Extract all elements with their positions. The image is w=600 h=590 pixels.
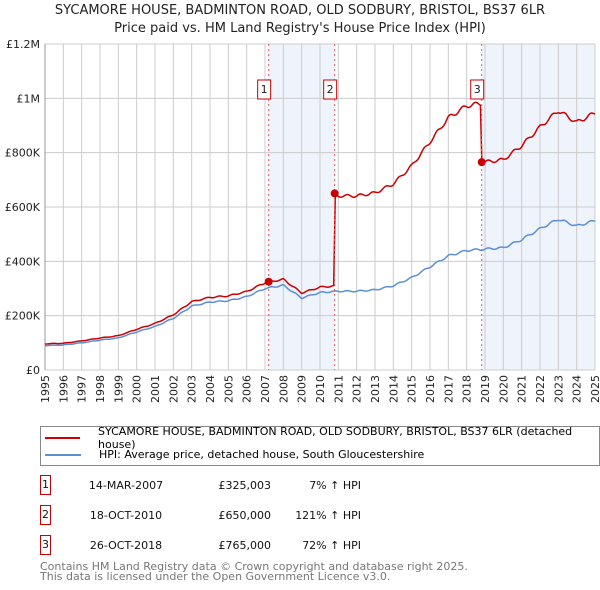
- x-tick-label: 2021: [516, 375, 529, 403]
- y-tick-label: £1.2M: [6, 38, 40, 51]
- sale-price: £650,000: [218, 509, 272, 522]
- footer-line: This data is licensed under the Open Gov…: [40, 570, 391, 583]
- footer: Contains HM Land Registry data © Crown c…: [40, 560, 468, 583]
- x-tick-label: 2007: [259, 375, 272, 403]
- x-tick-label: 2017: [442, 375, 455, 403]
- x-tick-label: 2015: [406, 375, 419, 403]
- x-tick-label: 1998: [94, 375, 107, 403]
- x-tick-label: 2012: [351, 375, 364, 403]
- x-tick-label: 2016: [424, 375, 437, 403]
- sale-point: [264, 277, 273, 286]
- hpi-line: [45, 219, 596, 347]
- y-tick-label: £0: [26, 364, 40, 377]
- legend-label: SYCAMORE HOUSE, BADMINTON ROAD, OLD SODB…: [98, 424, 573, 451]
- x-tick-label: 2020: [497, 375, 510, 403]
- plot-area: 1995 1996 1997 1998 1999 2000 2001 2002 2003 2004…: [5, 38, 600, 403]
- sale-number: 2: [40, 505, 51, 525]
- sale-number: 3: [40, 535, 51, 555]
- x-tick-label: 2001: [149, 375, 162, 403]
- x-tick-label: 2009: [296, 375, 309, 403]
- sale-label-box: [323, 79, 338, 100]
- sale-number: 1: [40, 475, 51, 495]
- x-tick-label: 2011: [332, 375, 345, 403]
- sale-label: 1: [261, 83, 268, 96]
- y-tick-label: £400K: [5, 255, 41, 268]
- legend-swatch: [45, 453, 81, 456]
- x-tick-label: 2024: [571, 375, 584, 403]
- sale-hpi-change: 72% ↑ HPI: [302, 539, 361, 552]
- x-tick-label: 1999: [112, 375, 125, 403]
- sale-date: 26-OCT-2018: [89, 539, 163, 552]
- sale-label: 2: [327, 83, 334, 96]
- x-tick-label: 2013: [369, 375, 382, 403]
- sale-date: 18-OCT-2010: [89, 509, 163, 522]
- sale-price: £765,000: [218, 539, 272, 552]
- legend-label: HPI: Average price, detached house, Sout…: [99, 448, 425, 461]
- sale-point: [330, 189, 339, 198]
- sale-hpi-change: 7% ↑ HPI: [309, 479, 361, 492]
- y-tick-label: £800K: [5, 147, 41, 160]
- x-tick-label: 2005: [222, 375, 235, 403]
- legend-item-property: SYCAMORE HOUSE, BADMINTON ROAD, OLD SODB…: [41, 425, 599, 451]
- sale-hpi-change: 121% ↑ HPI: [295, 509, 361, 522]
- x-tick-label: 2022: [534, 375, 547, 403]
- chart-title: SYCAMORE HOUSE, BADMINTON ROAD, OLD SODB…: [54, 3, 546, 18]
- y-tick-label: £1M: [17, 92, 41, 105]
- x-tick-label: 2018: [461, 375, 474, 403]
- sale-label-box: [257, 79, 272, 100]
- x-tick-label: 2002: [167, 375, 180, 403]
- x-tick-label: 2000: [131, 375, 144, 403]
- y-tick-label: £200K: [5, 310, 41, 323]
- x-tick-label: 2003: [186, 375, 199, 403]
- x-tick-label: 2004: [204, 375, 217, 403]
- x-tick-label: 2006: [241, 375, 254, 403]
- sale-label: 3: [474, 83, 481, 96]
- y-tick-label: £600K: [5, 201, 41, 214]
- sale-label-box: [470, 79, 485, 100]
- x-tick-label: 2023: [552, 375, 565, 403]
- x-tick-label: 1995: [39, 375, 52, 403]
- x-tick-label: 2019: [479, 375, 492, 403]
- x-tick-label: 2014: [387, 375, 400, 403]
- sale-price: £325,003: [218, 479, 272, 492]
- sale-date: 14-MAR-2007: [88, 479, 164, 492]
- legend: SYCAMORE HOUSE, BADMINTON ROAD, OLD SODB…: [40, 425, 600, 466]
- x-tick-label: 1996: [57, 375, 70, 403]
- sale-point: [477, 158, 486, 167]
- legend-item-hpi: HPI: Average price, detached house, Sout…: [41, 446, 424, 463]
- x-tick-label: 2008: [277, 375, 290, 403]
- x-tick-label: 2010: [314, 375, 327, 403]
- legend-swatch: [45, 436, 81, 439]
- chart-subtitle: Price paid vs. HM Land Registry's House …: [114, 21, 486, 36]
- property-price-line: [45, 101, 596, 345]
- x-tick-label: 1997: [76, 375, 89, 403]
- x-tick-label: 2025: [589, 375, 600, 403]
- footer-line: Contains HM Land Registry data © Crown c…: [40, 560, 468, 573]
